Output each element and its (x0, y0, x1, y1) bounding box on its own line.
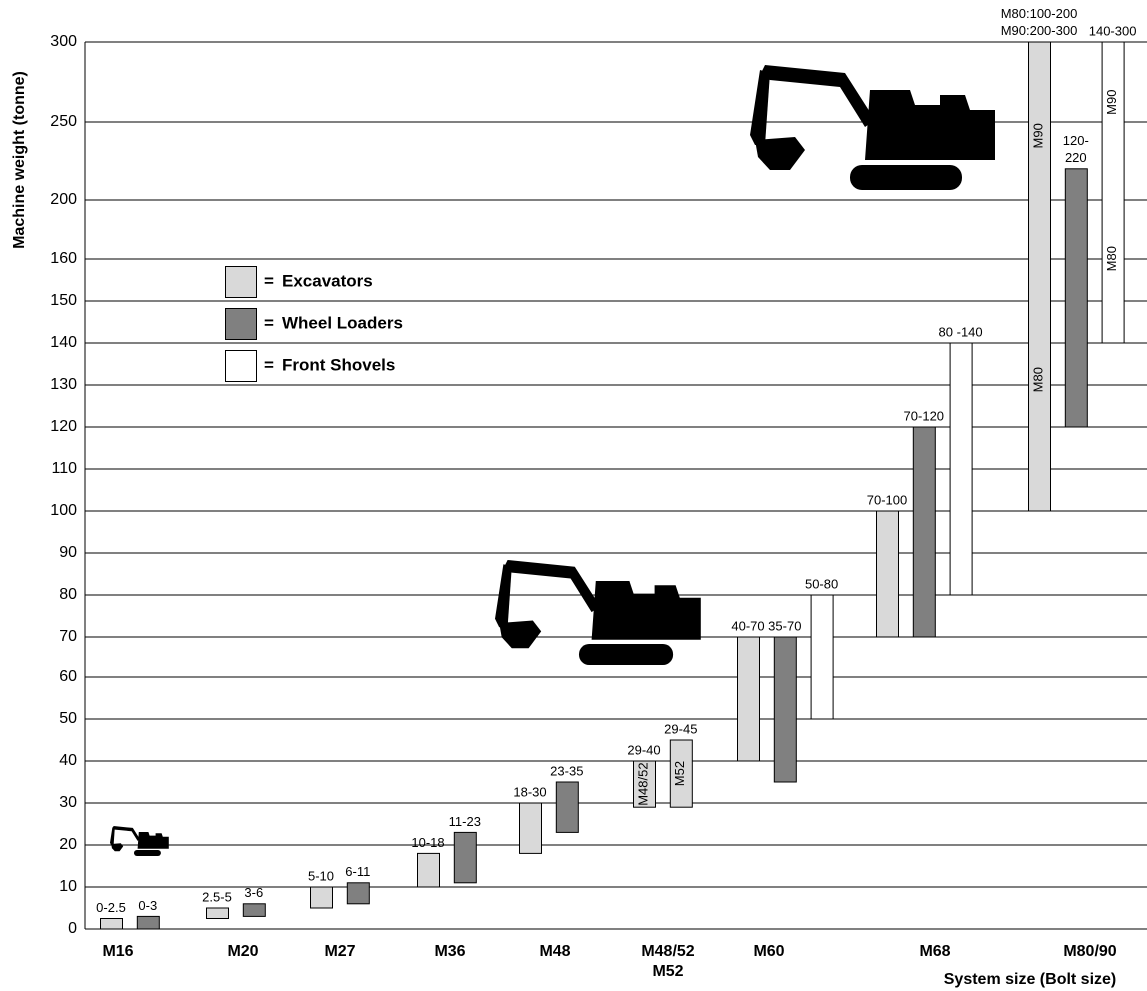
bar (1101, 41, 1125, 344)
y-tick-label: 100 (50, 502, 77, 519)
bar (737, 636, 760, 762)
legend-prefix: = (264, 355, 274, 374)
y-tick-label: 80 (59, 586, 77, 603)
y-axis-title: Machine weight (tonne) (11, 71, 28, 249)
y-tick-label: 300 (50, 33, 77, 50)
y-tick-label: 120 (50, 418, 77, 435)
y-tick-label: 200 (50, 191, 77, 208)
value-label: M80:100-200 M90:200-300 (1001, 6, 1078, 38)
bar (773, 636, 797, 783)
x-tick-label: M80/90 (1063, 943, 1116, 960)
bar-inner-label: M48/52 (635, 762, 650, 805)
value-label: 23-35 (550, 763, 583, 778)
bar (519, 802, 542, 854)
bar (206, 907, 229, 919)
legend-label: Front Shovels (282, 355, 395, 374)
bar (912, 426, 936, 638)
y-tick-label: 70 (59, 628, 77, 645)
bar (876, 510, 899, 638)
x-tick-label: M68 (919, 943, 950, 960)
value-label: 50-80 (805, 576, 838, 591)
excavator-medium-icon (495, 560, 701, 665)
bar-inner-label: M80 (1030, 367, 1045, 392)
y-tick-label: 0 (68, 920, 77, 937)
x-tick-label: M36 (434, 943, 465, 960)
bar (555, 781, 579, 833)
value-label: 80 -140 (939, 324, 983, 339)
bar (100, 918, 123, 930)
y-tick-label: 130 (50, 376, 77, 393)
value-label: 10-18 (411, 835, 444, 850)
bar (346, 882, 370, 905)
value-label: 11-23 (449, 814, 481, 829)
value-label: 18-30 (513, 784, 546, 799)
bar (949, 342, 973, 596)
y-tick-label: 40 (59, 752, 77, 769)
value-label: 40-70 (731, 618, 764, 633)
value-label: 29-40 (627, 742, 660, 757)
bar-inner-label: M80 (1104, 246, 1119, 271)
bar-inner-label: M52 (672, 761, 687, 786)
legend-swatch (225, 350, 257, 382)
excavator-large-icon (750, 65, 995, 190)
legend-prefix: = (264, 271, 274, 290)
legend-label: Excavators (282, 271, 373, 290)
value-label: 6-11 (345, 864, 370, 879)
y-tick-label: 250 (50, 113, 77, 130)
excavator-small-icon (110, 826, 169, 856)
value-label: 2.5-5 (202, 889, 232, 904)
bar (417, 852, 440, 888)
y-tick-label: 20 (59, 836, 77, 853)
bar (310, 886, 333, 909)
legend-swatch (225, 308, 257, 340)
value-label: 5-10 (308, 868, 334, 883)
value-label: 0-2.5 (96, 900, 126, 915)
bar (810, 594, 834, 720)
x-tick-label: M48 (539, 943, 570, 960)
bar (669, 739, 693, 808)
y-tick-label: 10 (59, 878, 77, 895)
value-label: 3-6 (244, 885, 263, 900)
bar (1064, 168, 1088, 428)
y-tick-label: 150 (50, 292, 77, 309)
bar-inner-label: M90 (1104, 90, 1119, 115)
value-label: 120-220 (1063, 133, 1089, 165)
bar (136, 915, 160, 930)
value-label: 35-70 (768, 618, 801, 633)
value-label: 70-120 (904, 408, 944, 423)
y-tick-label: 90 (59, 544, 77, 561)
x-tick-label: M20 (227, 943, 258, 960)
legend-swatch (225, 266, 257, 298)
x-tick-label: M48/52 M52 (641, 943, 694, 980)
y-tick-label: 50 (59, 710, 77, 727)
value-label: 70-100 (867, 492, 907, 507)
bar (633, 760, 656, 808)
y-tick-label: 140 (50, 334, 77, 351)
x-tick-label: M16 (102, 943, 133, 960)
x-tick-label: M27 (324, 943, 355, 960)
y-tick-label: 60 (59, 668, 77, 685)
bar (453, 831, 477, 884)
x-axis-title: System size (Bolt size) (944, 971, 1117, 988)
value-label: 140-300 (1089, 23, 1137, 38)
legend-label: Wheel Loaders (282, 313, 403, 332)
value-label: 0-3 (138, 898, 157, 913)
y-tick-label: 30 (59, 794, 77, 811)
bar-inner-label: M90 (1030, 123, 1045, 148)
y-tick-label: 110 (51, 460, 77, 477)
value-label: 29-45 (664, 721, 697, 736)
legend-prefix: = (264, 313, 274, 332)
bar (1028, 41, 1051, 512)
y-tick-label: 160 (50, 250, 77, 267)
bar (242, 903, 266, 917)
x-tick-label: M60 (753, 943, 784, 960)
